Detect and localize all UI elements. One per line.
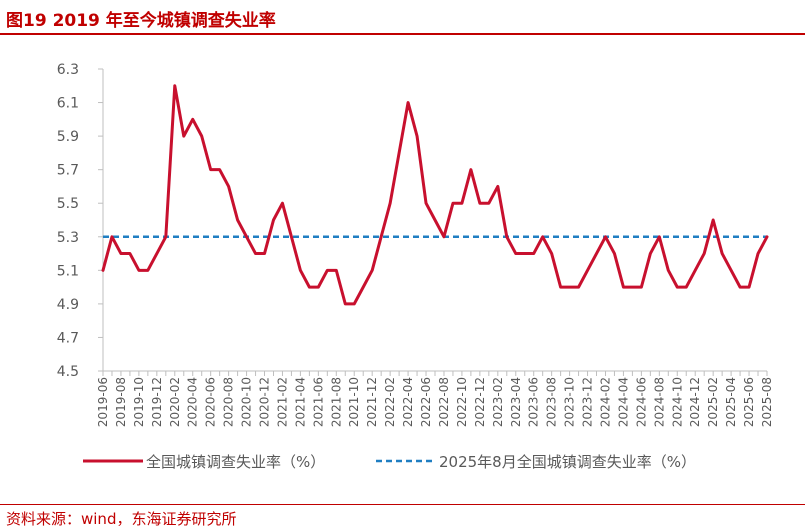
x-tick-label: 2019-10 [132, 377, 146, 427]
x-tick-label: 2021-02 [275, 377, 289, 427]
x-axis: 2019-06 2019-08 2019-10 2019-12 2020-02 2020-… [96, 370, 774, 427]
y-tick-label: 4.7 [57, 330, 79, 346]
x-tick-label: 2019-12 [150, 377, 164, 427]
y-tick-label: 5.5 [57, 196, 79, 212]
x-tick-label: 2024-10 [670, 377, 684, 427]
x-tick-label: 2020-04 [186, 377, 200, 427]
x-tick-label: 2024-12 [688, 377, 702, 427]
x-tick-label: 2023-10 [563, 377, 577, 427]
x-tick-label: 2024-02 [598, 377, 612, 427]
x-tick-label: 2021-08 [329, 377, 343, 427]
x-tick-label: 2025-08 [760, 377, 774, 427]
x-tick-label: 2022-04 [401, 377, 415, 427]
x-tick-label: 2024-06 [634, 377, 648, 427]
unemployment-rate-line [101, 84, 769, 306]
x-tick-label: 2023-04 [509, 377, 523, 427]
y-tick-label: 4.9 [57, 297, 79, 313]
x-tick-label: 2020-12 [258, 377, 272, 427]
x-tick-label: 2022-06 [419, 377, 433, 427]
legend: 全国城镇调查失业率（%） 2025年8月全国城镇调查失业率（%） [83, 453, 696, 471]
x-tick-label: 2019-08 [114, 377, 128, 427]
legend-label-main: 全国城镇调查失业率（%） [146, 453, 325, 471]
legend-label-ref: 2025年8月全国城镇调查失业率（%） [439, 453, 696, 471]
x-tick-label: 2020-06 [204, 377, 218, 427]
x-tick-label: 2024-08 [652, 377, 666, 427]
x-tick-label: 2019-06 [96, 377, 110, 427]
x-tick-label: 2023-02 [491, 377, 505, 427]
x-tick-label: 2021-06 [311, 377, 325, 427]
x-tick-label: 2021-10 [347, 377, 361, 427]
x-tick-label: 2023-06 [527, 377, 541, 427]
x-tick-label: 2021-04 [293, 377, 307, 427]
x-tick-label: 2020-10 [240, 377, 254, 427]
source-note: 资料来源：wind，东海证券研究所 [6, 510, 237, 528]
x-tick-label: 2023-08 [545, 377, 559, 427]
source-divider [0, 504, 805, 505]
x-tick-label: 2022-12 [473, 377, 487, 427]
x-tick-label: 2025-04 [724, 377, 738, 427]
y-tick-label: 5.3 [57, 230, 79, 246]
line-chart: 4.54.74.95.15.35.55.75.96.16.3 2019-06 20… [57, 62, 774, 471]
series-layer [101, 84, 769, 306]
y-tick-label: 6.1 [57, 96, 79, 112]
title-divider [0, 33, 805, 35]
x-tick-label: 2024-04 [616, 377, 630, 427]
y-tick-label: 4.5 [57, 364, 79, 380]
x-tick-label: 2023-12 [581, 377, 595, 427]
x-tick-label: 2021-12 [365, 377, 379, 427]
y-tick-label: 5.1 [57, 263, 79, 279]
x-tick-label: 2022-08 [437, 377, 451, 427]
x-tick-label: 2022-02 [383, 377, 397, 427]
x-tick-label: 2025-02 [706, 377, 720, 427]
x-tick-label: 2025-06 [742, 377, 756, 427]
y-axis: 4.5 4.7 4.9 5.1 5.3 5.5 5.7 5.9 6.1 6.3 [57, 62, 104, 380]
y-tick-label: 6.3 [57, 62, 79, 78]
x-tick-label: 2020-08 [222, 377, 236, 427]
x-tick-label: 2022-10 [455, 377, 469, 427]
chart-title: 图19 2019 年至今城镇调查失业率 [6, 11, 276, 31]
x-tick-label: 2020-02 [168, 377, 182, 427]
y-tick-label: 5.7 [57, 163, 79, 179]
y-tick-label: 5.9 [57, 129, 79, 145]
